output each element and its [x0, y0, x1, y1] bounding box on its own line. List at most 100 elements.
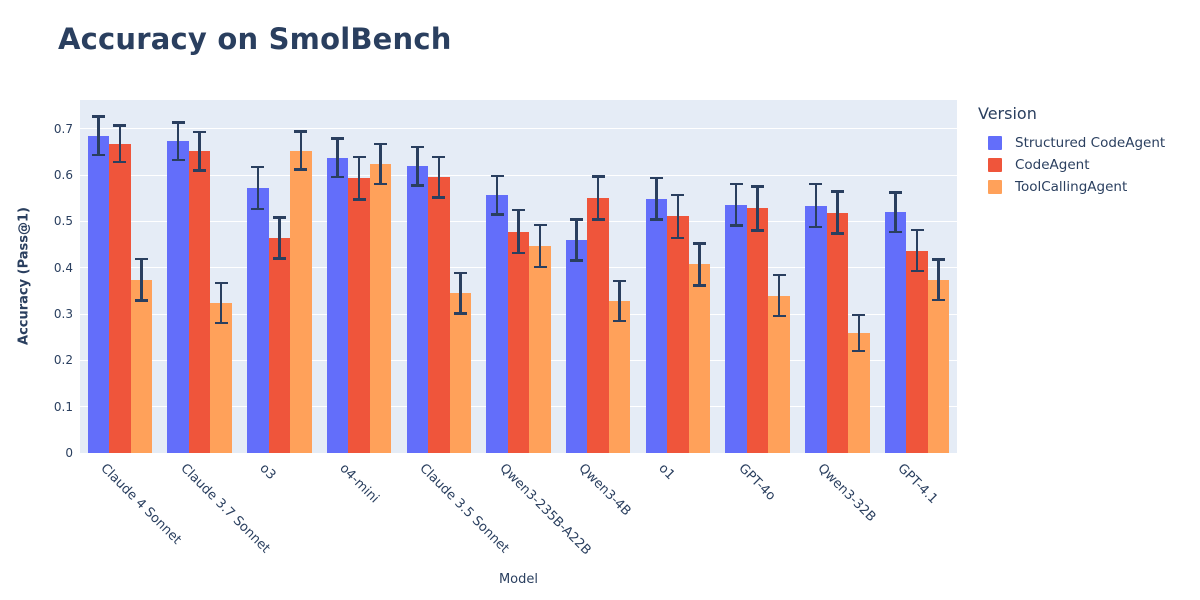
y-tick-label: 0.2 [53, 353, 73, 368]
error-bar-cap-bottom [331, 175, 345, 179]
y-tick-label: 0.3 [53, 307, 73, 322]
bar-structured-codeagent [326, 157, 349, 453]
legend-swatch-icon [988, 158, 1002, 172]
x-tick-label: Claude 3.5 Sonnet [416, 461, 512, 557]
error-bar-cap-bottom [772, 314, 786, 318]
error-bar-cap-top [512, 208, 525, 212]
error-bar-cap-top [113, 124, 127, 127]
bar-toolcallingagent [927, 279, 950, 453]
legend-swatch-icon [988, 136, 1002, 150]
error-bar-cap-top [134, 257, 148, 261]
bar-codeagent [428, 177, 450, 453]
error-bar-line [437, 156, 441, 198]
error-bar-cap-bottom [830, 232, 844, 235]
error-bar-line [698, 243, 701, 286]
bar-codeagent [587, 198, 609, 453]
bar-toolcallingagent [210, 302, 232, 453]
error-bar-cap-top [453, 271, 467, 275]
error-bar-line [734, 183, 738, 226]
gridline [80, 174, 957, 176]
error-bar-line [97, 116, 100, 156]
bar-codeagent [906, 250, 928, 453]
error-bar-cap-top [570, 218, 584, 221]
error-bar-cap-bottom [932, 298, 946, 302]
error-bar-line [219, 282, 223, 324]
y-tick-label: 0.6 [53, 168, 73, 183]
error-bar-cap-top [214, 281, 228, 285]
bar-toolcallingagent [608, 301, 631, 453]
error-bar-line [176, 122, 180, 161]
error-bar-cap-top [649, 176, 663, 180]
error-bar-cap-top [591, 175, 605, 178]
x-tick-label: Qwen3-32B [814, 461, 879, 526]
error-bar-cap-top [352, 155, 366, 159]
gridline [80, 128, 957, 130]
error-bar-cap-top [613, 279, 627, 283]
legend-item-codeagent[interactable]: CodeAgent [978, 154, 1165, 176]
error-bar-cap-bottom [852, 349, 866, 353]
error-bar-line [416, 146, 419, 186]
bar-codeagent [507, 231, 530, 453]
error-bar-cap-bottom [193, 169, 207, 172]
error-bar-line [459, 272, 462, 314]
error-bar-cap-bottom [490, 213, 504, 216]
y-tick-label: 0 [65, 446, 73, 460]
error-bar-cap-top [193, 130, 207, 134]
error-bar-cap-top [374, 142, 388, 146]
y-tick-label: 0.7 [53, 121, 73, 136]
bar-codeagent [826, 212, 849, 453]
error-bar-line [836, 191, 839, 234]
error-bar-line [299, 131, 303, 170]
error-bar-line [118, 125, 122, 163]
error-bar-cap-top [91, 115, 105, 118]
x-tick-label: o4-mini [336, 461, 382, 507]
bar-codeagent [746, 208, 769, 453]
legend: Version Structured CodeAgent CodeAgent Too… [978, 104, 1165, 198]
error-bar-cap-bottom [294, 168, 308, 171]
error-bar-line [756, 186, 759, 231]
error-bar-cap-bottom [671, 236, 685, 240]
x-tick-label: Claude 3.7 Sonnet [176, 461, 273, 557]
error-bar-cap-bottom [570, 259, 584, 262]
error-bar-line [676, 194, 680, 239]
error-bar-cap-bottom [692, 284, 706, 287]
legend-item-label: ToolCallingAgent [1015, 179, 1128, 195]
error-bar-cap-bottom [512, 251, 525, 255]
error-bar-cap-bottom [591, 218, 605, 221]
legend-item-structured-codeagent[interactable]: Structured CodeAgent [978, 132, 1165, 154]
error-bar-line [357, 156, 361, 200]
legend-item-label: CodeAgent [1015, 157, 1090, 173]
error-bar-cap-top [331, 137, 345, 140]
error-bar-cap-bottom [214, 321, 228, 325]
x-axis-title: Model [498, 572, 539, 587]
error-bar-cap-bottom [432, 196, 446, 199]
bar-toolcallingagent [848, 333, 870, 453]
bar-structured-codeagent [406, 166, 429, 453]
error-bar-cap-top [830, 190, 844, 193]
error-bar-cap-top [932, 258, 946, 261]
error-bar-cap-top [772, 273, 786, 277]
error-bar-cap-top [490, 174, 504, 178]
error-bar-line [857, 314, 861, 352]
bar-toolcallingagent [130, 279, 153, 453]
legend-item-toolcallingagent[interactable]: ToolCallingAgent [978, 176, 1165, 198]
y-tick-label: 0.4 [53, 260, 73, 275]
bar-codeagent [109, 143, 131, 453]
y-tick-label: 0.5 [53, 214, 73, 229]
bar-codeagent [188, 151, 211, 453]
error-bar-line [937, 259, 940, 301]
error-bar-cap-top [809, 182, 823, 186]
bar-toolcallingagent [369, 163, 392, 453]
bar-structured-codeagent [645, 198, 668, 453]
legend-item-label: Structured CodeAgent [1015, 135, 1166, 151]
error-bar-cap-bottom [374, 182, 388, 186]
error-bar-cap-top [294, 130, 308, 133]
legend-title: Version [978, 104, 1037, 123]
error-bar-cap-bottom [751, 229, 765, 232]
error-bar-cap-bottom [533, 265, 547, 269]
error-bar-line [894, 192, 897, 233]
error-bar-line [575, 219, 578, 261]
error-bar-line [915, 229, 919, 272]
bar-codeagent [268, 238, 291, 453]
bar-structured-codeagent [805, 205, 827, 453]
